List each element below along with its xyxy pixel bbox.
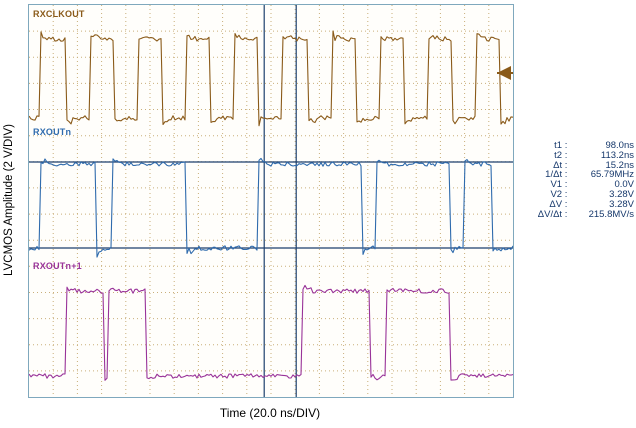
measurement-readout: t1 : 98.0ns t2 : 113.2ns Δt : 15.2ns 1/Δ… bbox=[520, 141, 634, 219]
measurement-label: ΔV/Δt : bbox=[537, 208, 570, 220]
measurement-row-slew: ΔV/Δt : 215.8MV/s bbox=[520, 208, 634, 220]
x-axis-label: Time (20.0 ns/DIV) bbox=[219, 406, 321, 420]
measurement-row-delta-t: Δt : 15.2ns bbox=[520, 159, 634, 171]
measurement-row-freq: 1/Δt : 65.79MHz bbox=[520, 170, 634, 180]
measurement-value: 3.28V bbox=[609, 188, 634, 200]
measurement-row-v2: V2 : 3.28V bbox=[520, 190, 634, 200]
waveform-plot: RXCLKOUT RXOUTn RXOUTn+1 bbox=[28, 4, 514, 398]
waveform-canvas bbox=[29, 5, 513, 397]
measurement-label: Δt : bbox=[553, 159, 570, 171]
measurement-label: t2 : bbox=[554, 149, 570, 161]
y-axis-label: LVCMOS Amplitude (2 V/DIV) bbox=[3, 124, 15, 276]
measurement-label: ΔV : bbox=[549, 198, 570, 210]
trace-label-rxoutn: RXOUTn bbox=[33, 127, 72, 137]
measurement-row-delta-v: ΔV : 3.28V bbox=[520, 198, 634, 210]
measurement-value: 65.79MHz bbox=[590, 169, 634, 181]
trace-label-rxclkout: RXCLKOUT bbox=[33, 9, 85, 19]
measurement-label: t1 : bbox=[554, 140, 570, 151]
measurement-value: 15.2ns bbox=[605, 159, 634, 171]
measurement-row-t2: t2 : 113.2ns bbox=[520, 149, 634, 161]
measurement-row-v1: V1 : 0.0V bbox=[520, 180, 634, 190]
trace-label-rxoutn-plus-1: RXOUTn+1 bbox=[33, 261, 82, 271]
measurement-row-t1: t1 : 98.0ns bbox=[520, 141, 634, 151]
measurement-value: 0.0V bbox=[614, 179, 634, 191]
measurement-value: 98.0ns bbox=[605, 140, 634, 151]
measurement-value: 215.8MV/s bbox=[588, 208, 634, 220]
measurement-label: V2 : bbox=[550, 188, 570, 200]
measurement-label: V1 : bbox=[550, 179, 570, 191]
measurement-label: 1/Δt : bbox=[545, 169, 570, 181]
measurement-value: 3.28V bbox=[609, 198, 634, 210]
measurement-value: 113.2ns bbox=[600, 149, 634, 161]
